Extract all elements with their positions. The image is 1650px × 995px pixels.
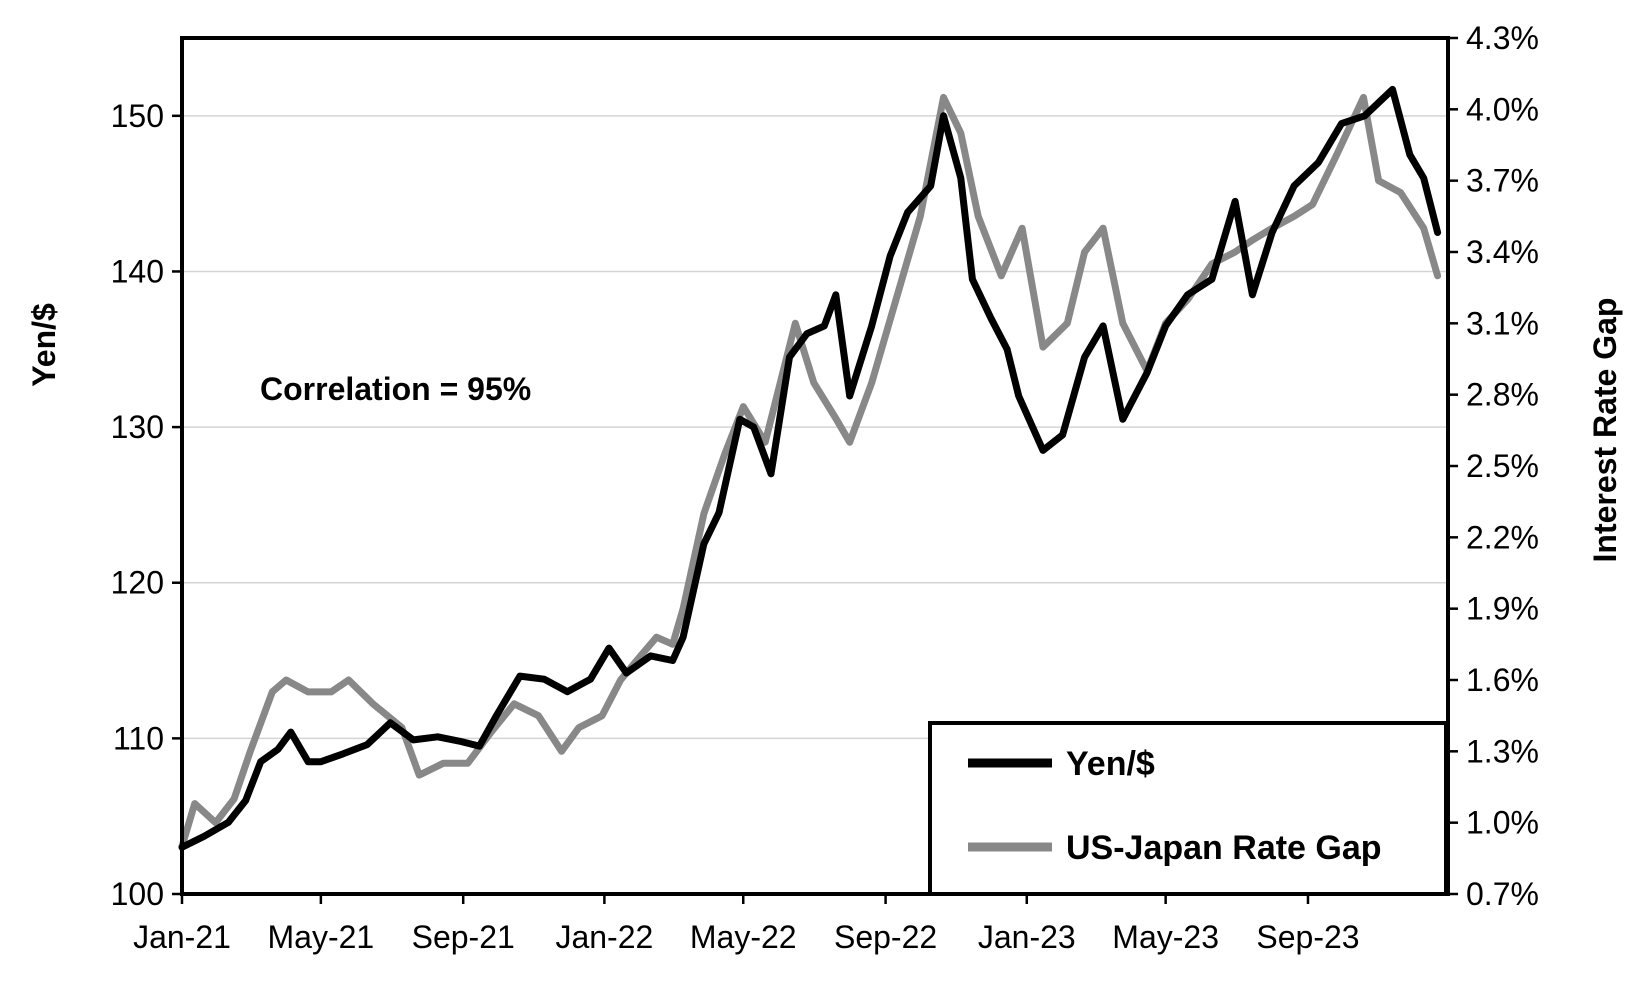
y2-tick-label-8: 3.1% [1466,305,1539,341]
x-tick-label-4: May-22 [690,919,797,955]
x-tick-label-6: Jan-23 [978,919,1076,955]
legend: Yen/$ US-Japan Rate Gap [928,721,1448,896]
series-line-yen [178,85,1442,851]
x-tick-label-1: May-21 [268,919,375,955]
x-tick-label-8: Sep-23 [1256,919,1359,955]
legend-label-yen: Yen/$ [1066,745,1155,783]
series-lines [178,85,1442,851]
legend-label-rate-gap: US-Japan Rate Gap [1066,829,1382,867]
y2-tick-label-10: 3.7% [1466,163,1539,199]
x-tick-label-3: Jan-22 [555,919,653,955]
y2-tick-label-0: 0.7% [1466,876,1539,912]
y2-tick-label-4: 1.9% [1466,591,1539,627]
x-tick-label-2: Sep-21 [412,919,515,955]
y2-tick-label-6: 2.5% [1466,448,1539,484]
x-tick-label-7: May-23 [1112,919,1219,955]
y-tick-label-120: 120 [111,565,164,601]
legend-box [928,721,1448,896]
gridlines [182,115,1448,740]
x-tick-label-0: Jan-21 [133,919,231,955]
y-tick-label-110: 110 [113,720,164,756]
y2-tick-label-3: 1.6% [1466,662,1539,698]
axes: 100 110 120 130 140 150 0.7% 1.0% 1.3% 1.6% 1.9% 2.… [111,20,1539,955]
y2-tick-label-1: 1.0% [1466,805,1539,841]
y2-tick-label-5: 2.2% [1466,519,1539,555]
x-tick-label-5: Sep-22 [834,919,937,955]
y-tick-label-150: 150 [111,98,164,134]
y-tick-label-140: 140 [111,253,164,289]
y-tick-label-130: 130 [111,409,164,445]
y2-tick-label-12: 4.3% [1466,20,1539,56]
correlation-annotation: Correlation = 95% [260,371,531,407]
y2-tick-label-7: 2.8% [1466,377,1539,413]
y2-tick-label-11: 4.0% [1466,91,1539,127]
y2-axis-title: Interest Rate Gap [1587,298,1623,563]
y2-tick-label-9: 3.4% [1466,234,1539,270]
series-line-rate-gap [178,93,1442,850]
y-axis-title: Yen/$ [26,303,62,387]
y-tick-label-100: 100 [111,876,164,912]
y2-tick-label-2: 1.3% [1466,733,1539,769]
